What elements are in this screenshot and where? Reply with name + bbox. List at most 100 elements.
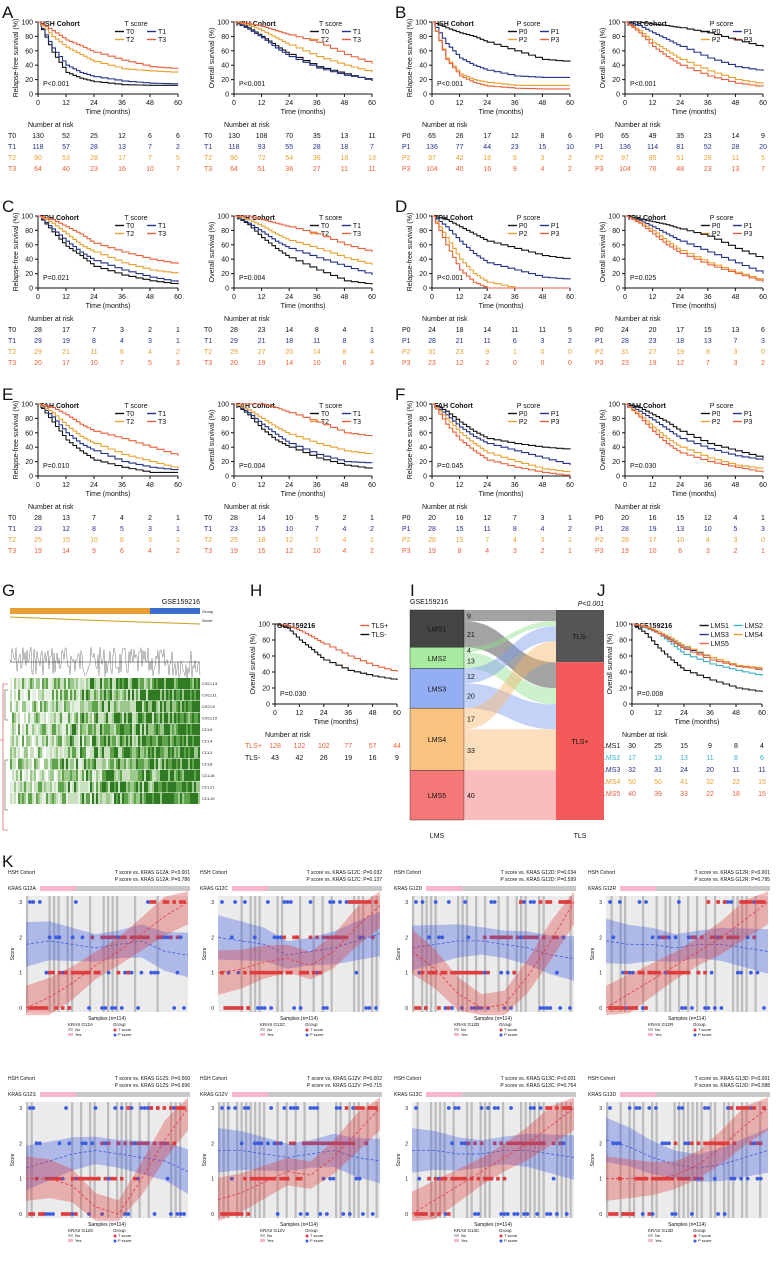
risk-count: 72 <box>258 155 266 162</box>
chart-title: GSE159216 <box>162 599 200 606</box>
p-score-point <box>44 1212 49 1216</box>
heatmap-cell <box>110 781 112 793</box>
risk-count: 3 <box>761 526 765 533</box>
heatmap-cell <box>198 712 200 724</box>
p-score-point <box>752 900 757 904</box>
heatmap-cell <box>54 793 56 804</box>
heatmap-cell <box>144 747 146 758</box>
p-score-point <box>548 1212 553 1216</box>
risk-row-label: T2 <box>8 155 16 162</box>
heatmap-cell <box>78 747 80 758</box>
heatmap-cell <box>70 712 72 724</box>
t-score-point <box>541 1141 546 1146</box>
heatmap-cell <box>46 678 48 689</box>
heatmap-row: CCL4 <box>10 735 213 747</box>
legend-label: Score <box>202 618 213 623</box>
legend-label: P1 <box>551 223 560 230</box>
heatmap-cell <box>196 758 198 770</box>
p-score-point <box>683 1141 688 1146</box>
heatmap-cell <box>184 758 186 770</box>
risk-count: 3 <box>540 537 544 544</box>
risk-count: 23 <box>428 360 436 367</box>
heatmap-cell <box>108 758 110 770</box>
heatmap-cell <box>124 689 126 701</box>
t-score-point <box>328 1141 332 1146</box>
risk-count: 16 <box>456 515 464 522</box>
heatmap-cell <box>178 781 180 793</box>
t-score-point <box>354 900 359 904</box>
heatmap-cell <box>20 793 22 804</box>
heatmap-cell <box>22 770 24 781</box>
mutation-bar-no <box>76 1092 190 1097</box>
p-score-point <box>621 970 626 975</box>
p-score-point <box>126 1212 131 1216</box>
y-tick-label: 0 <box>623 702 627 709</box>
p-score-point <box>748 1106 753 1110</box>
t-score-point <box>489 935 494 940</box>
heatmap-cell <box>24 793 26 804</box>
p-score-point <box>220 1106 224 1110</box>
heatmap-cell <box>138 724 140 735</box>
y-tick-label: 40 <box>619 670 627 677</box>
risk-count: 19 <box>428 548 436 555</box>
sample-column <box>93 1102 96 1218</box>
heatmap-cell <box>42 770 44 781</box>
risk-count: 5 <box>120 526 124 533</box>
heatmap-cell <box>74 770 76 781</box>
x-tick-label: 12 <box>456 482 464 489</box>
heatmap-cell <box>172 747 174 758</box>
heatmap-cell <box>158 770 160 781</box>
y-tick-label: 0 <box>405 1212 408 1218</box>
sample-column <box>700 1102 703 1218</box>
p-score-point <box>443 1212 448 1216</box>
heatmap-cell <box>114 701 116 712</box>
y-tick-label: 100 <box>21 402 33 409</box>
heatmap-cell <box>72 770 74 781</box>
heatmap-row: CXCL9 <box>10 701 216 712</box>
p-score-point <box>129 970 134 975</box>
heatmap-cell <box>134 724 136 735</box>
heatmap-row-label: CXCL11 <box>202 693 218 698</box>
t-score-point <box>414 1212 418 1216</box>
heatmap-cell <box>34 735 36 747</box>
p-score-point <box>538 1006 543 1010</box>
legend-label: LMS5 <box>711 641 729 648</box>
t-score-point <box>47 970 52 975</box>
heatmap-cell <box>32 770 34 781</box>
heatmap-cell <box>160 712 162 724</box>
heatmap-cell <box>118 724 120 735</box>
heatmap-cell <box>24 678 26 689</box>
t-score-point <box>266 970 270 975</box>
heatmap-cell <box>46 758 48 770</box>
heatmap-cell <box>80 701 82 712</box>
t-score-point <box>311 1141 316 1146</box>
heatmap-cell <box>50 724 52 735</box>
legend-swatch-no <box>454 1234 459 1237</box>
risk-count: 20 <box>649 327 657 334</box>
p-score-point <box>70 1212 75 1216</box>
t-score-point <box>38 1212 42 1216</box>
risk-count: 35 <box>676 133 684 140</box>
heatmap-cell <box>68 678 70 689</box>
sample-column <box>610 896 613 1012</box>
heatmap-cell <box>132 735 134 747</box>
risk-count: 8 <box>513 526 517 533</box>
sample-column <box>461 896 464 1012</box>
risk-count: 4 <box>148 548 152 555</box>
sample-column <box>520 896 523 1012</box>
risk-count: 9 <box>92 548 96 555</box>
heatmap-cell <box>130 712 132 724</box>
sample-column <box>375 1102 378 1218</box>
t-score-point <box>149 900 154 904</box>
t-score-point <box>670 1176 675 1181</box>
heatmap-cell <box>20 747 22 758</box>
y-tick-label: 2 <box>405 1141 408 1147</box>
panel-letter-K: K <box>2 852 14 871</box>
risk-count: 20 <box>285 349 293 356</box>
y-tick-label: 60 <box>25 430 33 437</box>
y-tick-label: 0 <box>225 474 229 481</box>
p-score-point <box>285 900 290 904</box>
heatmap-cell <box>128 678 130 689</box>
heatmap-cell <box>86 689 88 701</box>
